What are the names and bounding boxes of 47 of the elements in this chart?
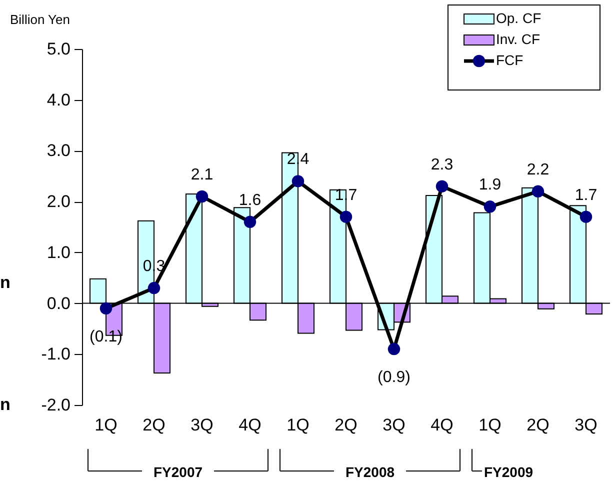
point: [484, 200, 496, 213]
point: [532, 185, 544, 198]
y-tick-label: 1.0: [46, 242, 70, 262]
x-tick-label: 1Q: [286, 416, 310, 434]
x-tick-label: 3Q: [190, 416, 214, 434]
point: [340, 210, 352, 223]
x-tick-label: 4Q: [238, 416, 262, 434]
text: FY2009: [484, 464, 534, 480]
data-label: 1.6: [238, 192, 262, 209]
x-tick-label: 1Q: [94, 416, 118, 434]
y-tick-label: -1.0: [41, 344, 70, 364]
data-label: (0.1): [90, 328, 122, 346]
text: n: [0, 273, 10, 292]
point: [244, 216, 256, 228]
point: [580, 210, 592, 223]
point: [148, 282, 160, 294]
y-tick-label: 2.0: [46, 192, 70, 212]
data-label: (0.9): [378, 369, 410, 386]
data-label: 1.7: [574, 186, 598, 204]
x-tick-label: 1Q: [478, 416, 502, 434]
y-axis-title: Billion Yen: [10, 12, 70, 27]
point: [388, 342, 400, 356]
data-label: 2.2: [526, 161, 550, 178]
y-tick-label: 3.0: [46, 141, 70, 160]
x-tick-label: 2Q: [142, 416, 166, 434]
point: [100, 302, 112, 314]
data-label: 2.3: [430, 156, 454, 174]
point: [436, 180, 448, 192]
data-label: 1.9: [478, 176, 502, 194]
point: [196, 190, 208, 203]
legend-label: Inv. CF: [496, 31, 540, 47]
text: FY2008: [345, 464, 395, 480]
text: n: [0, 395, 10, 414]
y-tick-label: 4.0: [46, 90, 70, 110]
data-label: 2.1: [190, 166, 214, 184]
x-tick-label: 3Q: [382, 416, 406, 434]
legend-label: FCF: [496, 52, 524, 68]
point: [292, 175, 304, 188]
y-tick-label: 5.0: [46, 40, 70, 58]
x-tick-label: 2Q: [526, 416, 550, 434]
x-tick-label: 3Q: [574, 416, 598, 434]
x-tick-label: 2Q: [334, 416, 358, 434]
legend-label: Op. CF: [496, 10, 542, 26]
text: FY2007: [153, 464, 203, 480]
y-tick-label: -2.0: [41, 396, 70, 414]
y-tick-label: 0.0: [46, 294, 70, 313]
x-tick-label: 4Q: [430, 416, 454, 434]
